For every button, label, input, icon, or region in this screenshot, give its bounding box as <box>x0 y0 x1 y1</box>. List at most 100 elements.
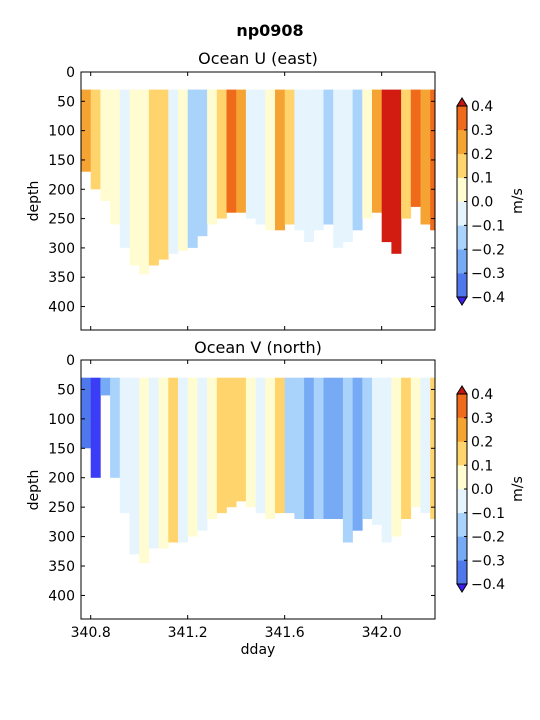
heatmap-cell <box>178 377 188 543</box>
plot-frame <box>80 71 436 331</box>
heatmap-cell <box>187 377 198 537</box>
y-tick-label: 50 <box>57 382 75 398</box>
heatmap-cell <box>372 89 382 213</box>
x-tick-label: 342.0 <box>362 625 402 641</box>
y-tick-label: 150 <box>48 153 75 169</box>
colorbar-segment <box>457 201 467 226</box>
colorbar-tick-label: 0.2 <box>471 147 493 163</box>
heatmap-cell <box>148 89 159 266</box>
heatmap-cell <box>323 377 334 519</box>
colorbar: 0.4 0.3 0.2 0.1 0.0 −0.1 −0.2 −0.3 −0.4 <box>456 97 505 306</box>
colorbar-tick-label: 0.1 <box>471 171 493 187</box>
heatmap-cell <box>284 377 295 514</box>
heatmap-cell <box>148 377 159 549</box>
heatmap-cell <box>342 89 353 243</box>
heatmap-cell <box>372 377 382 525</box>
heatmap-cell <box>333 377 344 519</box>
colorbar-tick-label: 0.3 <box>471 123 493 139</box>
heatmap-cell <box>275 377 285 514</box>
heatmap-cell <box>255 89 266 225</box>
colorbar-tick-label: −0.4 <box>471 577 505 593</box>
heatmap-cell <box>110 377 121 478</box>
heatmap-cell <box>207 377 218 519</box>
heatmap-cell <box>187 89 198 248</box>
colorbar-segment <box>457 153 467 178</box>
heatmap-cell <box>100 377 111 396</box>
heatmap-cell <box>313 89 324 231</box>
heatmap-cell <box>178 89 188 251</box>
heatmap-cell <box>197 89 208 237</box>
heatmap-cell <box>420 377 431 514</box>
colorbar-segment <box>457 273 467 298</box>
heatmap-cell <box>401 377 412 519</box>
y-axis-label: depth <box>26 470 42 511</box>
heatmap-cell <box>236 89 247 213</box>
heatmap-cell <box>158 89 169 260</box>
colorbar-segment <box>457 225 467 250</box>
panel-ocean-u: Ocean U (east) depth 0 50 100 150 200 250 300 3… <box>26 49 526 331</box>
heatmap-cell <box>129 89 140 266</box>
heatmap-cell <box>362 377 373 519</box>
colorbar-segment <box>457 394 467 418</box>
y-tick-label: 350 <box>48 559 75 575</box>
colorbar-tick-label: −0.3 <box>471 266 505 282</box>
heatmap-cell <box>410 377 421 508</box>
y-tick-label: 250 <box>48 500 75 516</box>
colorbar-tick-label: −0.2 <box>471 530 505 546</box>
heatmap-cell <box>265 89 276 231</box>
colorbar-segment <box>457 177 467 202</box>
colorbar-tick-label: −0.1 <box>471 218 505 234</box>
heatmap-cell <box>139 377 150 564</box>
heatmap-cell <box>168 89 179 254</box>
colorbar-under-arrow <box>456 296 468 306</box>
heatmap-area <box>81 89 436 275</box>
colorbar-tick-label: 0.1 <box>471 458 493 474</box>
panel-title: Ocean V (north) <box>194 338 322 357</box>
heatmap-cell <box>381 89 392 243</box>
colorbar-tick-label: 0.4 <box>471 387 493 403</box>
y-tick-label: 0 <box>66 65 75 81</box>
y-tick-label: 0 <box>66 353 75 369</box>
y-tick-label: 50 <box>57 94 75 110</box>
heatmap-cell <box>352 377 363 531</box>
colorbar-segment <box>457 512 467 537</box>
y-tick-label: 100 <box>48 412 75 428</box>
y-axis-label: depth <box>26 181 42 222</box>
y-tick-label: 350 <box>48 270 75 286</box>
heatmap-cell <box>294 89 305 231</box>
colorbar-label: m/s <box>510 188 526 214</box>
heatmap-area <box>81 377 436 564</box>
y-tick-label: 200 <box>48 471 75 487</box>
heatmap-cell <box>381 377 392 543</box>
colorbar-tick-label: 0.0 <box>471 482 493 498</box>
colorbar-segment <box>457 106 467 131</box>
heatmap-cell <box>129 377 140 555</box>
x-tick-label: 341.6 <box>265 625 305 641</box>
colorbar-segment <box>457 441 467 466</box>
heatmap-cell <box>391 377 402 537</box>
y-tick-label: 400 <box>48 588 75 604</box>
y-tick-label: 150 <box>48 441 75 457</box>
colorbar-over-arrow <box>456 385 468 395</box>
colorbar: 0.4 0.3 0.2 0.1 0.0 −0.1 −0.2 −0.3 −0.4 <box>456 385 505 593</box>
axis-ticks: 0 50 100 150 200 250 300 350 400 340.8 341.2 341.6 3… <box>48 353 435 641</box>
colorbar-segment <box>457 489 467 513</box>
heatmap-cell <box>333 89 344 248</box>
plot-frame <box>80 359 436 620</box>
heatmap-cell <box>119 89 130 248</box>
y-tick-label: 200 <box>48 182 75 198</box>
x-tick-label: 341.2 <box>168 625 208 641</box>
heatmap-cell <box>255 377 266 514</box>
y-tick-label: 100 <box>48 124 75 140</box>
colorbar-under-arrow <box>456 583 468 593</box>
heatmap-cell <box>226 377 237 508</box>
colorbar-tick-label: 0.0 <box>471 195 493 211</box>
y-tick-label: 400 <box>48 300 75 316</box>
colorbar-tick-label: −0.3 <box>471 553 505 569</box>
heatmap-cell <box>216 377 227 514</box>
heatmap-cell <box>236 377 247 502</box>
heatmap-cell <box>90 89 101 190</box>
heatmap-cell <box>275 89 285 231</box>
heatmap-cell <box>294 377 305 519</box>
panel-ocean-v: Ocean V (north) depth 0 50 100 150 200 250 300… <box>26 338 526 658</box>
